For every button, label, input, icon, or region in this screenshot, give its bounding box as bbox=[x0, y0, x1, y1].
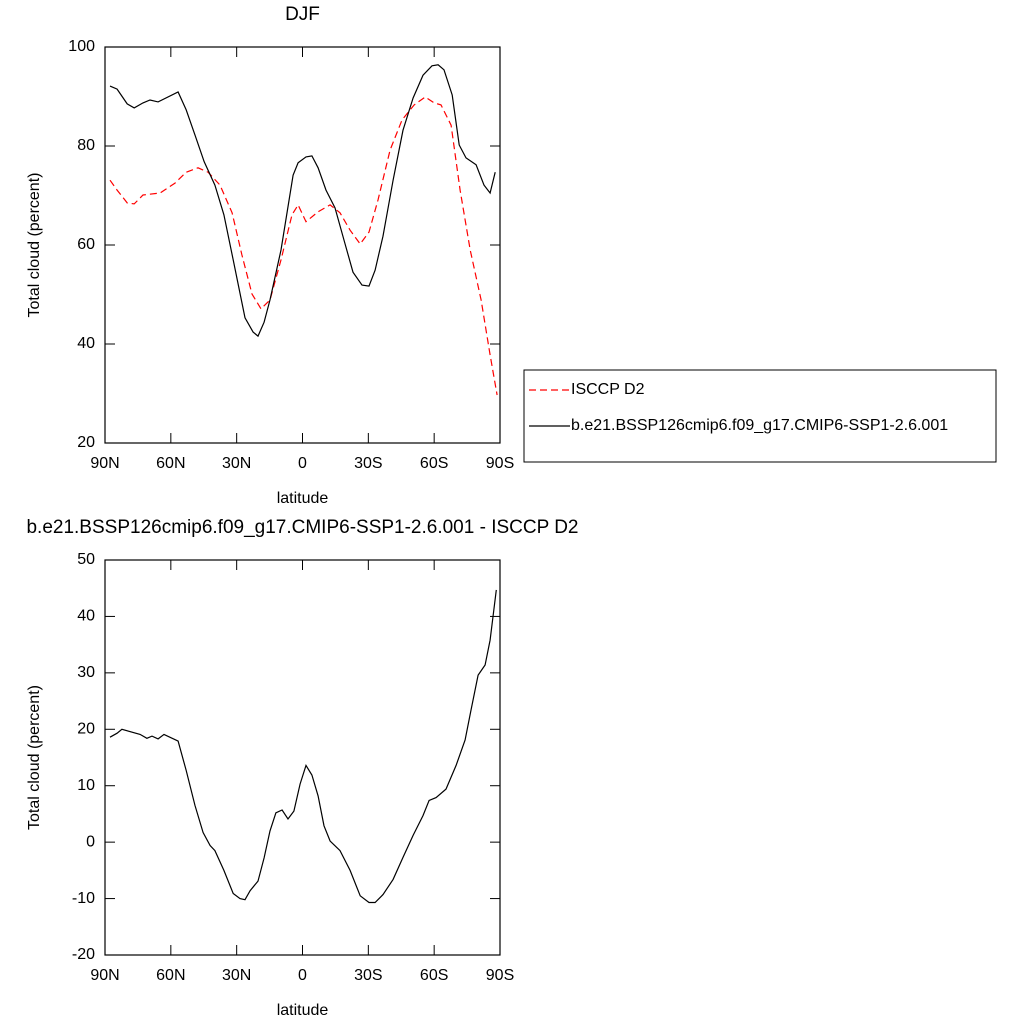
y-tick-label: 20 bbox=[77, 434, 95, 451]
x-tick-label: 30N bbox=[222, 455, 251, 472]
y-tick-label: 20 bbox=[77, 721, 95, 738]
legend-label: b.e21.BSSP126cmip6.f09_g17.CMIP6-SSP1-2.… bbox=[571, 417, 948, 434]
y-tick-label: 0 bbox=[86, 833, 95, 850]
y-tick-label: 60 bbox=[77, 236, 95, 253]
legend-label: ISCCP D2 bbox=[571, 381, 645, 398]
x-tick-label: 0 bbox=[298, 967, 307, 984]
x-axis-label: latitude bbox=[277, 490, 329, 507]
y-axis-label: Total cloud (percent) bbox=[26, 685, 43, 830]
legend-box bbox=[523, 369, 997, 463]
x-tick-label: 90N bbox=[90, 455, 119, 472]
x-tick-label: 90N bbox=[90, 967, 119, 984]
x-tick-label: 90S bbox=[486, 455, 514, 472]
y-tick-label: 40 bbox=[77, 608, 95, 625]
y-tick-label: 40 bbox=[77, 335, 95, 352]
data-line bbox=[109, 589, 497, 904]
y-tick-label: -20 bbox=[72, 946, 95, 963]
data-line bbox=[109, 96, 498, 396]
x-tick-label: 60S bbox=[420, 455, 448, 472]
plot-frame bbox=[104, 559, 501, 956]
x-tick-label: 60N bbox=[156, 455, 185, 472]
x-tick-label: 30S bbox=[354, 455, 382, 472]
y-tick-label: 80 bbox=[77, 137, 95, 154]
x-axis-label: latitude bbox=[277, 1002, 329, 1019]
x-tick-label: 60S bbox=[420, 967, 448, 984]
chart-title: b.e21.BSSP126cmip6.f09_g17.CMIP6-SSP1-2.… bbox=[26, 517, 578, 538]
y-tick-label: 50 bbox=[77, 551, 95, 568]
x-tick-label: 0 bbox=[298, 455, 307, 472]
y-tick-label: -10 bbox=[72, 890, 95, 907]
plot-frame bbox=[104, 46, 501, 444]
y-axis-label: Total cloud (percent) bbox=[26, 173, 43, 318]
x-tick-label: 30S bbox=[354, 967, 382, 984]
x-tick-label: 30N bbox=[222, 967, 251, 984]
y-tick-label: 30 bbox=[77, 664, 95, 681]
y-tick-label: 10 bbox=[77, 777, 95, 794]
x-tick-label: 90S bbox=[486, 967, 514, 984]
y-tick-label: 100 bbox=[68, 38, 95, 55]
x-tick-label: 60N bbox=[156, 967, 185, 984]
data-line bbox=[109, 64, 496, 338]
chart-title: DJF bbox=[285, 4, 320, 25]
